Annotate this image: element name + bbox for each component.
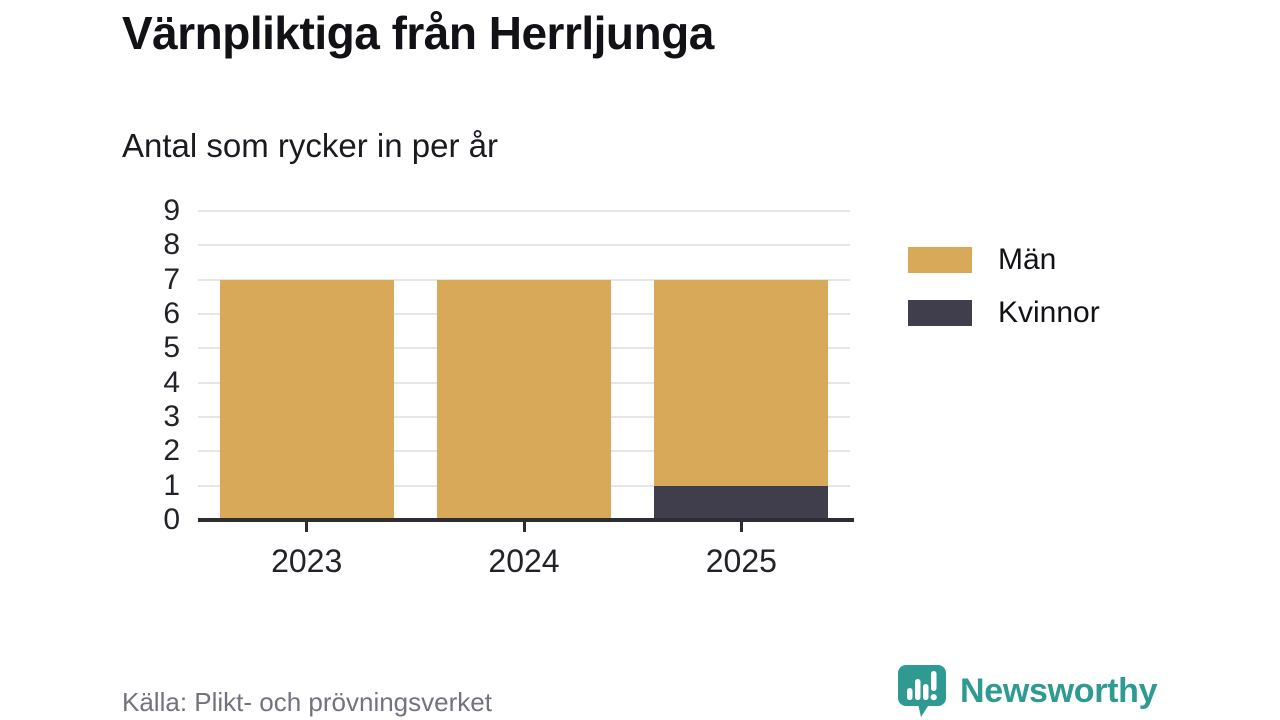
chart-subtitle: Antal som rycker in per år — [122, 127, 498, 164]
y-tick-label-3: 3 — [163, 400, 180, 433]
plot-area — [198, 210, 850, 520]
x-tick-2024 — [522, 522, 526, 532]
y-tick-label-7: 7 — [163, 262, 180, 296]
y-tick-label-8: 8 — [163, 228, 180, 262]
x-tick-label-2023: 2023 — [271, 543, 343, 579]
bar-2024-män — [437, 279, 611, 520]
bar-2023-män — [219, 279, 394, 520]
x-tick-label-2024: 2024 — [488, 543, 560, 579]
gridline-y-9 — [198, 210, 850, 212]
brand-logo: Newsworthy — [897, 664, 1158, 718]
x-tick-2025 — [739, 522, 743, 532]
legend-label-män: Män — [998, 243, 1057, 276]
legend: Män Kvinnor — [908, 243, 1100, 349]
y-tick-label-6: 6 — [163, 297, 180, 330]
y-tick-label-4: 4 — [163, 365, 180, 399]
y-tick-label-5: 5 — [163, 331, 180, 365]
y-tick-label-9: 9 — [163, 194, 180, 227]
source-note: Källa: Plikt- och prövningsverket — [122, 687, 492, 717]
legend-swatch-män — [908, 247, 972, 273]
y-tick-label-1: 1 — [163, 468, 180, 502]
y-tick-label-0: 0 — [163, 503, 180, 536]
legend-swatch-kvinnor — [908, 300, 972, 326]
legend-item-kvinnor: Kvinnor — [908, 296, 1100, 330]
legend-label-kvinnor: Kvinnor — [998, 296, 1100, 329]
x-tick-2023 — [305, 522, 309, 532]
brand-name: Newsworthy — [960, 671, 1158, 710]
x-tick-label-2025: 2025 — [705, 543, 777, 579]
x-axis-line — [198, 518, 854, 522]
gridline-y-8 — [198, 244, 850, 247]
y-tick-label-2: 2 — [163, 434, 180, 468]
bar-2025-män — [654, 279, 829, 486]
newsworthy-speech-bubble-icon — [898, 665, 946, 717]
legend-item-män: Män — [908, 243, 1100, 277]
chart-title: Värnpliktiga från Herrljunga — [122, 7, 714, 59]
bar-2025-kvinnor — [654, 485, 829, 520]
